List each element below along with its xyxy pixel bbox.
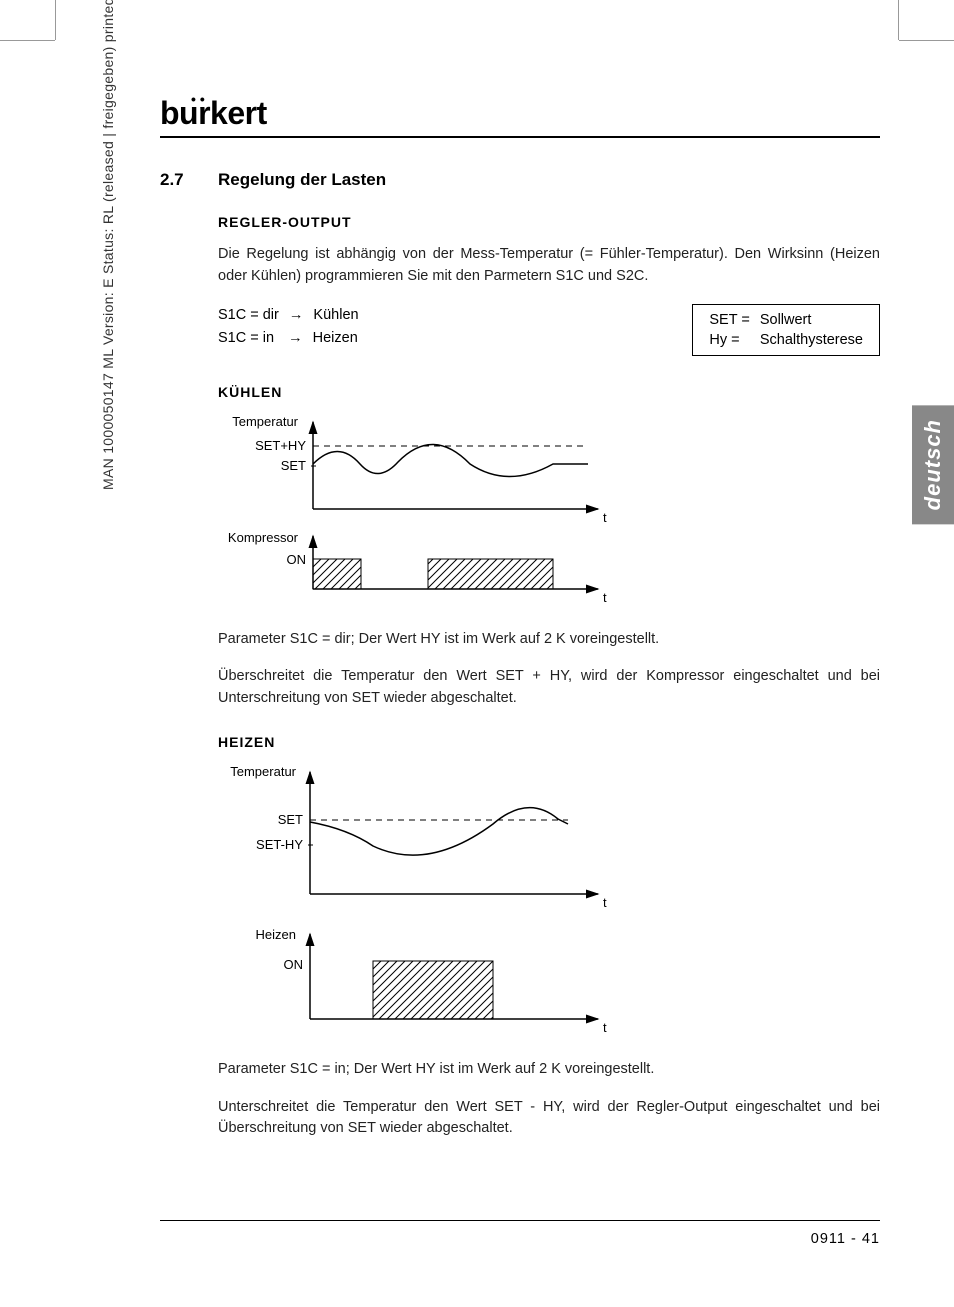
- logo-text: burkert: [160, 95, 267, 131]
- kuehlen-heading: KÜHLEN: [218, 384, 880, 400]
- heizen-p2: Unterschreitet die Temperatur den Wert S…: [218, 1097, 880, 1141]
- temp-label: Temperatur: [230, 764, 296, 779]
- language-tab: deutsch: [912, 405, 954, 524]
- def-hy-value: Schalthysterese: [756, 331, 867, 349]
- definitions-box: SET = Sollwert Hy = Schalthysterese: [692, 304, 880, 356]
- t-label-1: t: [603, 895, 607, 910]
- def-heizen: Heizen: [313, 330, 358, 346]
- page-content: •• burkert 2.7 Regelung der Lasten REGLE…: [160, 95, 880, 1156]
- t-label-1: t: [603, 510, 607, 525]
- heizen-diagram: Temperatur t SET SET-HY Heizen t ON: [218, 764, 880, 1039]
- kompressor-label: Kompressor: [228, 530, 299, 545]
- burkert-logo: •• burkert: [160, 95, 880, 138]
- section-heading-row: 2.7 Regelung der Lasten: [160, 170, 880, 190]
- heizen-label: Heizen: [256, 927, 296, 942]
- def-set-value: Sollwert: [756, 311, 867, 329]
- kuehlen-diagram: Temperatur t SET+HY SET Kompressor t ON: [218, 414, 880, 609]
- on-label: ON: [287, 552, 307, 567]
- temp-label: Temperatur: [232, 414, 298, 429]
- regler-output-paragraph: Die Regelung ist abhängig von der Mess-T…: [218, 244, 880, 288]
- kuehlen-p2: Überschreitet die Temperatur den Wert SE…: [218, 666, 880, 710]
- def-set-label: SET =: [705, 311, 753, 329]
- side-document-id: MAN 1000050147 ML Version: E Status: RL …: [100, 0, 116, 490]
- definitions-left: S1C = dir → Kühlen S1C = in → Heizen: [218, 304, 359, 350]
- t-label-2: t: [603, 1020, 607, 1034]
- section-title: Regelung der Lasten: [218, 170, 386, 190]
- def-s1c-in: S1C = in: [218, 330, 274, 346]
- arrow-icon: →: [284, 330, 303, 346]
- definitions-row: S1C = dir → Kühlen S1C = in → Heizen SET…: [218, 304, 880, 356]
- on-label: ON: [284, 957, 304, 972]
- section-number: 2.7: [160, 170, 190, 190]
- heizen-heading: HEIZEN: [218, 734, 880, 750]
- kuehlen-p1: Parameter S1C = dir; Der Wert HY ist im …: [218, 629, 880, 651]
- sethy-label: SET-HY: [256, 837, 303, 852]
- page-footer: 0911 - 41: [160, 1220, 880, 1247]
- regler-output-heading: REGLER-OUTPUT: [218, 214, 880, 230]
- def-s1c-dir: S1C = dir: [218, 307, 279, 323]
- logo-dots: ••: [191, 91, 209, 107]
- t-label-2: t: [603, 590, 607, 604]
- set-label: SET: [281, 458, 306, 473]
- heizen-p1: Parameter S1C = in; Der Wert HY ist im W…: [218, 1059, 880, 1081]
- set-label: SET: [278, 812, 303, 827]
- arrow-icon: →: [289, 307, 304, 323]
- sethy-label: SET+HY: [255, 438, 306, 453]
- def-hy-label: Hy =: [705, 331, 753, 349]
- def-kuehlen: Kühlen: [313, 307, 358, 323]
